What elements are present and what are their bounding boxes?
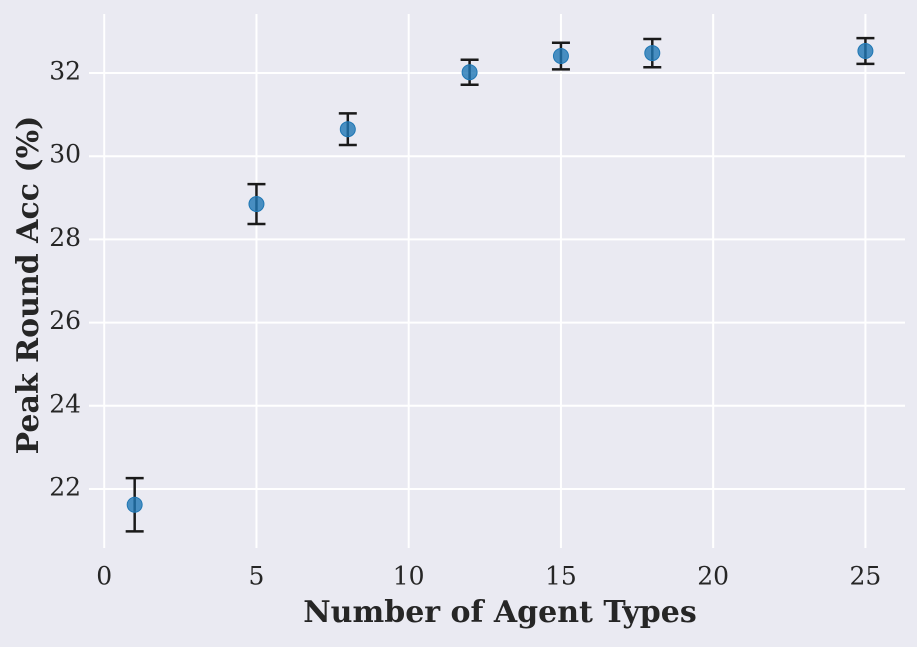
point bbox=[461, 64, 478, 81]
x-tick-label: 15 bbox=[545, 562, 577, 591]
y-tick-label: 32 bbox=[49, 57, 81, 86]
x-tick-label: 25 bbox=[850, 562, 882, 591]
x-tick-label: 20 bbox=[697, 562, 729, 591]
point bbox=[126, 496, 143, 513]
x-axis-label: Number of Agent Types bbox=[303, 595, 697, 630]
y-tick-label: 24 bbox=[49, 389, 81, 418]
y-tick-label: 22 bbox=[49, 472, 81, 501]
x-tick-label: 10 bbox=[393, 562, 425, 591]
y-tick-label: 28 bbox=[49, 223, 81, 252]
x-tick-label: 5 bbox=[249, 562, 265, 591]
point bbox=[248, 196, 265, 213]
y-tick-label: 26 bbox=[49, 306, 81, 335]
y-tick-label: 30 bbox=[49, 140, 81, 169]
point bbox=[857, 43, 874, 60]
point bbox=[339, 121, 356, 138]
x-tick-label: 0 bbox=[96, 562, 112, 591]
point bbox=[644, 45, 661, 62]
y-axis-label: Peak Round Acc (%) bbox=[11, 116, 46, 455]
point bbox=[552, 48, 569, 65]
